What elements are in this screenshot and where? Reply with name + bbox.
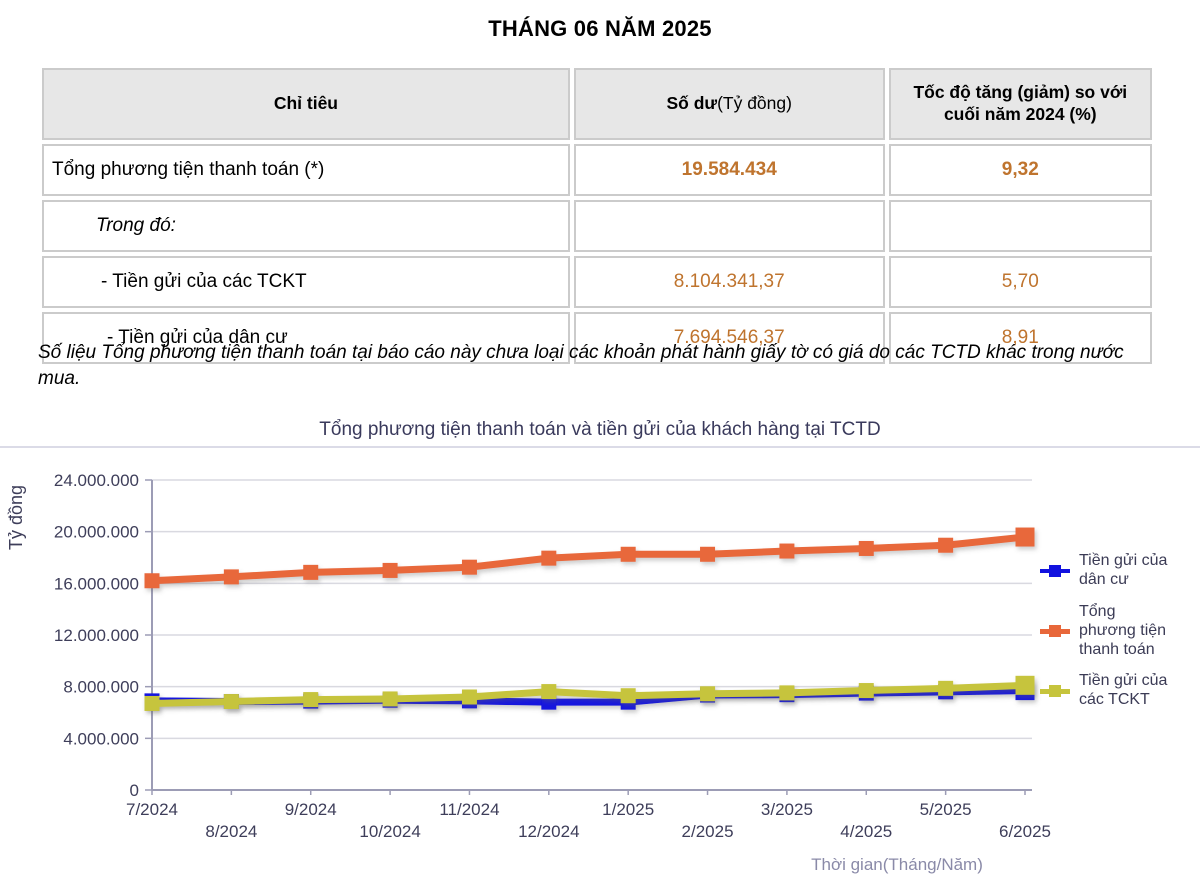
data-point-marker [223, 569, 239, 585]
chart-legend: Tiền gửi của dân cư Tổng phương tiện than… [1040, 552, 1198, 723]
chart-title-divider [0, 446, 1200, 448]
data-point-marker [144, 573, 160, 589]
row-label: Tổng phương tiện thanh toán (*) [42, 144, 570, 196]
balance-value: 19.584.434 [573, 144, 885, 196]
data-point-marker [620, 546, 636, 562]
legend-item: Tổng phương tiện thanh toán [1040, 603, 1198, 660]
x-tick-label: 2/2025 [682, 822, 734, 841]
series-line [151, 681, 1026, 707]
data-point-marker [541, 550, 557, 566]
x-tick-label: 9/2024 [285, 800, 337, 819]
table-row-resident-deposits: - Tiền gửi của dân cư 7.694.546,37 8,91 [42, 312, 1152, 364]
y-tick-label: 24.000.000 [54, 471, 139, 490]
data-point-marker [303, 692, 319, 708]
data-point-marker [303, 564, 319, 580]
row-label: - Tiền gửi của các TCKT [42, 256, 570, 308]
footnote: Số liệu Tổng phương tiện thanh toán tại … [38, 342, 1124, 390]
row-label: - Tiền gửi của dân cư [42, 312, 570, 364]
legend-line-marker-icon [1040, 564, 1070, 577]
x-axis-time-label: Thời gian(Tháng/Năm) [811, 855, 983, 874]
data-point-marker [461, 559, 477, 575]
x-tick-label: 11/2024 [439, 800, 499, 819]
data-point-marker [1015, 527, 1035, 547]
column-header-balance-unit: (Tỷ đồng) [717, 93, 792, 114]
y-tick-label: 12.000.000 [54, 626, 139, 645]
legend-item: Tiền gửi của dân cư [1040, 552, 1198, 590]
series-2 [144, 675, 1035, 711]
x-tick-label: 7/2024 [126, 800, 178, 819]
line-chart: 0 4.000.000 8.000.000 12.000.000 16.000.000 2… [6, 471, 1051, 874]
data-point-marker [858, 683, 874, 699]
x-tick-label: 6/2025 [999, 822, 1051, 841]
data-point-marker [779, 543, 795, 559]
y-tick-label: 4.000.000 [63, 729, 139, 748]
column-header-growth: Tốc độ tăng (giảm) so với cuối năm 2024 … [888, 68, 1152, 140]
table-row-tckt-deposits: - Tiền gửi của các TCKT 8.104.341,37 5,7… [42, 256, 1152, 308]
summary-table: Chỉ tiêu Số dư(Tỷ đồng) Tốc độ tăng (giả… [38, 64, 1156, 368]
legend-line-marker-icon [1040, 685, 1070, 698]
series-1 [144, 527, 1035, 589]
legend-label: Tiền gửi của dân cư [1079, 552, 1168, 588]
legend-item: Tiền gửi của các TCKT [1040, 672, 1198, 710]
x-tick-label: 1/2025 [602, 800, 654, 819]
column-header-balance-main: Số dư [666, 93, 718, 114]
balance-value: 8.104.341,37 [573, 256, 885, 308]
x-tick-label: 8/2024 [205, 822, 257, 841]
data-point-marker [620, 688, 636, 704]
chart-title: Tổng phương tiện thanh toán và tiền gửi … [319, 419, 881, 440]
series-line [151, 533, 1026, 585]
legend-line-marker-icon [1040, 625, 1070, 638]
x-tick-label: 10/2024 [359, 822, 420, 841]
y-axis-unit-label: Tỷ đồng [6, 485, 26, 550]
balance-value: 7.694.546,37 [573, 312, 885, 364]
page-title: THÁNG 06 NĂM 2025 [488, 16, 712, 41]
data-point-marker [938, 537, 954, 553]
data-point-marker [938, 680, 954, 696]
x-tick-label: 4/2025 [840, 822, 892, 841]
data-point-marker [382, 691, 398, 707]
data-point-marker [461, 689, 477, 705]
data-point-marker [700, 686, 716, 702]
y-tick-label: 8.000.000 [63, 678, 139, 697]
table-row-total-means-of-payment: Tổng phương tiện thanh toán (*) 19.584.4… [42, 144, 1152, 196]
legend-label: Tiền gửi của các TCKT [1079, 672, 1168, 709]
balance-value [573, 200, 885, 252]
y-tick-label: 16.000.000 [54, 574, 139, 593]
data-point-marker [541, 684, 557, 700]
legend-label: Tổng phương tiện thanh toán [1079, 602, 1167, 658]
x-tick-label: 3/2025 [761, 800, 813, 819]
table-header-row: Chỉ tiêu Số dư(Tỷ đồng) Tốc độ tăng (giả… [42, 68, 1152, 140]
table-row-of-which: Trong đó: [42, 200, 1152, 252]
x-tick-label: 12/2024 [518, 822, 579, 841]
data-point-marker [144, 695, 160, 711]
data-point-marker [223, 694, 239, 710]
growth-value: 9,32 [888, 144, 1152, 196]
data-point-marker [779, 685, 795, 701]
column-header-balance: Số dư(Tỷ đồng) [573, 68, 885, 140]
y-tick-label: 20.000.000 [54, 523, 139, 542]
growth-value: 5,70 [888, 256, 1152, 308]
column-header-indicator: Chỉ tiêu [42, 68, 570, 140]
row-label: Trong đó: [42, 200, 570, 252]
growth-value [888, 200, 1152, 252]
y-tick-label: 0 [130, 781, 139, 800]
data-point-marker [700, 546, 716, 562]
data-point-marker [382, 562, 398, 578]
x-tick-label: 5/2025 [920, 800, 972, 819]
growth-value: 8,91 [888, 312, 1152, 364]
data-point-marker [858, 540, 874, 556]
data-point-marker [1015, 675, 1035, 695]
